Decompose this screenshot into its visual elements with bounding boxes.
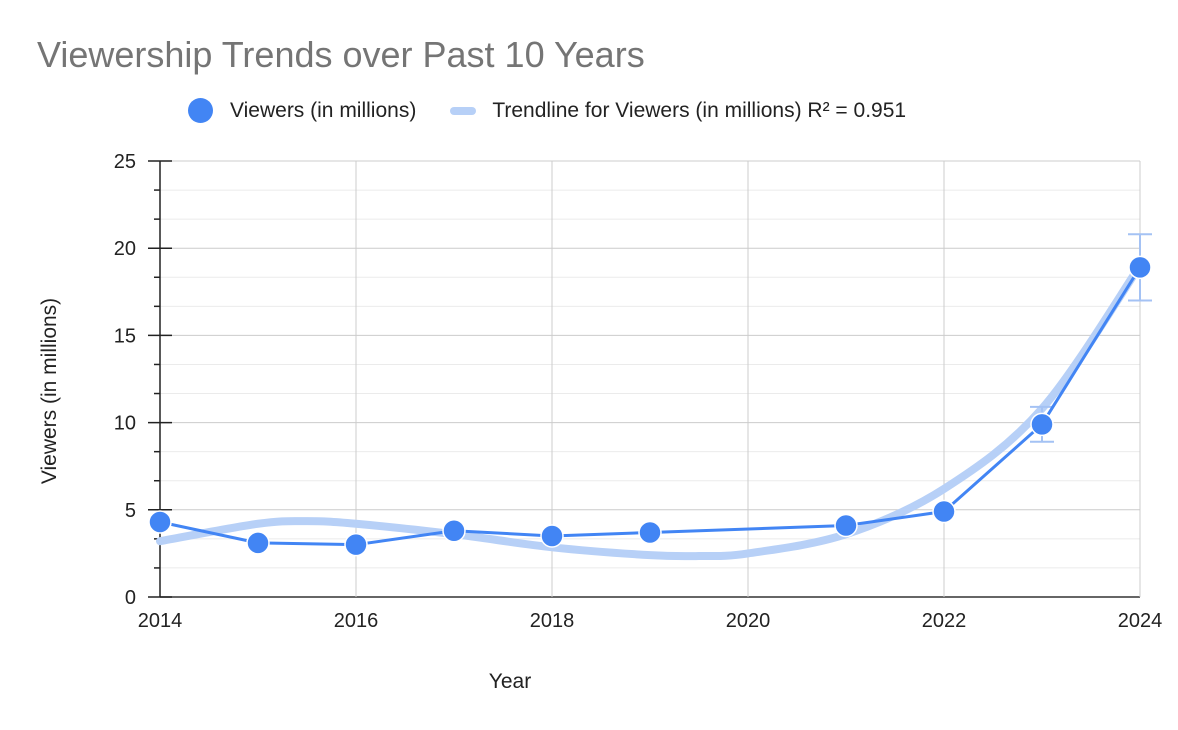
data-point [344,532,368,557]
x-tick-label: 2014 [138,610,183,632]
y-tick-label: 25 [114,151,136,173]
y-axis-label: Viewers (in millions) [38,298,61,484]
legend-label-trendline: Trendline for Viewers (in millions) R² =… [492,98,907,122]
legend-item-trendline: Trendline for Viewers (in millions) R² =… [450,99,906,123]
data-point [1030,412,1054,437]
y-tick-label: 10 [114,413,136,435]
x-tick-label: 2024 [1118,610,1163,632]
data-point [148,510,172,534]
legend-marker-viewers [188,98,213,123]
data-point [246,531,270,555]
legend-item-viewers: Viewers (in millions) [188,98,416,123]
data-point [540,524,564,548]
data-point [638,520,662,545]
x-tick-label: 2022 [922,610,967,632]
legend-label-viewers: Viewers (in millions) [230,98,417,122]
data-point [834,513,858,538]
data-point [1128,255,1152,280]
data-point [442,518,466,543]
y-tick-label: 20 [114,238,136,260]
y-tick-label: 15 [114,325,136,347]
y-tick-label: 0 [125,587,136,609]
y-tick-label: 5 [125,500,136,522]
x-tick-label: 2018 [530,610,575,632]
legend-marker-trendline [450,106,477,115]
data-point [932,499,956,524]
x-tick-label: 2020 [726,610,771,632]
series-line-viewers [159,266,1142,547]
x-tick-label: 2016 [334,610,379,632]
chart-title: Viewership Trends over Past 10 Years [37,34,645,75]
trendline [156,261,1144,561]
x-axis-label: Year [489,670,531,693]
legend: Viewers (in millions) Trendline for View… [188,98,940,123]
